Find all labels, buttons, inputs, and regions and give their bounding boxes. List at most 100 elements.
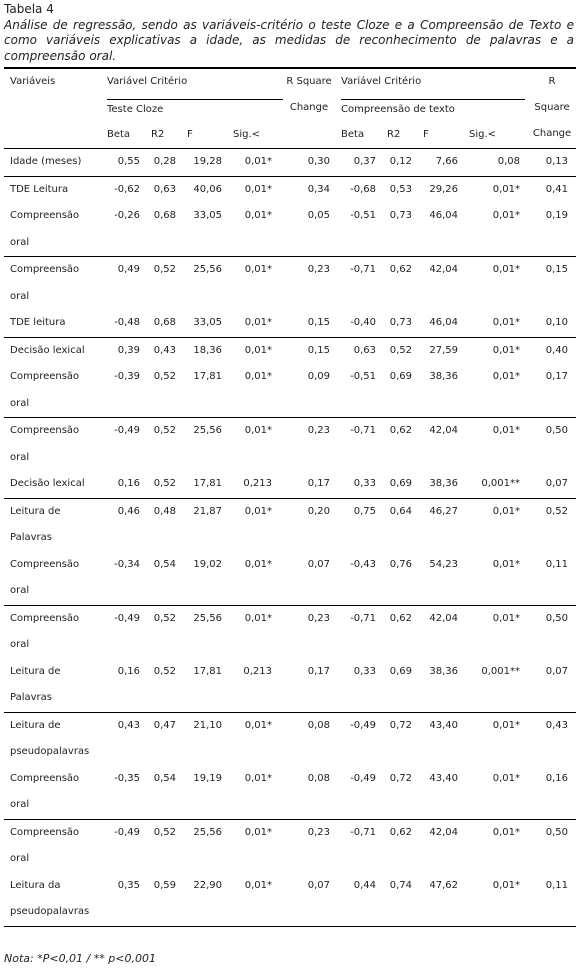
cell: 0,52 bbox=[148, 417, 184, 471]
cell: 0,23 bbox=[280, 256, 339, 310]
cell: 0,01* bbox=[230, 256, 281, 310]
cell: 0,52 bbox=[153, 665, 176, 677]
cell: -0,49 bbox=[338, 711, 385, 766]
cell: TDE Leitura bbox=[4, 175, 104, 203]
cell: 0,01* bbox=[230, 818, 281, 873]
cell: 0,35 bbox=[104, 872, 148, 927]
caption-text: Análise de regressão, sendo as variáveis… bbox=[4, 17, 574, 63]
table-row: Leitura de Palavras 0,46 0,48 21,87 0,01* 0,2… bbox=[4, 497, 577, 552]
table-row: Compreensão oral -0,49 0,52 25,56 0,01* 0,23-… bbox=[4, 604, 577, 659]
criterion-name: Teste Cloze bbox=[107, 98, 284, 120]
cell: Decisão lexical bbox=[4, 336, 104, 364]
caption-label: Tabela 4 bbox=[4, 2, 54, 16]
cell: -0,43 bbox=[350, 558, 377, 570]
cell: 0,37 bbox=[338, 148, 385, 176]
cell: 0,63 bbox=[148, 175, 184, 203]
cell: 0,01* bbox=[466, 336, 529, 364]
cell: 0,01* bbox=[230, 497, 281, 552]
cell: 0,52 bbox=[148, 818, 184, 873]
cell: 0,01* bbox=[230, 175, 281, 203]
cell: 0,01* bbox=[466, 175, 529, 203]
cell: Compreensão oral bbox=[4, 604, 104, 659]
cell: 0,01* bbox=[230, 336, 281, 364]
cell: 0,07 bbox=[545, 478, 569, 489]
cell: 0,05 bbox=[307, 210, 331, 221]
cell: 0,07 bbox=[307, 558, 331, 570]
cell: 0,69 bbox=[389, 478, 413, 489]
cell: Compreensão oral bbox=[10, 772, 80, 811]
cell: 0,12 bbox=[384, 148, 421, 176]
cell: 25,56 bbox=[184, 818, 230, 873]
cell: 0,47 bbox=[148, 711, 184, 766]
table-row: Leitura de Palavras 0,16 0,52 17,81 0,213 0,1… bbox=[4, 659, 576, 713]
cell: 42,04 bbox=[420, 818, 467, 873]
table-row: TDE Leitura -0,62 0,63 40,06 0,01* 0,34 -0,68 0… bbox=[4, 175, 577, 203]
cell: -0,34 bbox=[114, 558, 140, 570]
cell: 43,40 bbox=[429, 772, 459, 784]
cell: 0,17 bbox=[545, 371, 569, 382]
cell: 0,30 bbox=[280, 148, 339, 176]
cell: 0,01* bbox=[230, 604, 281, 659]
cell: -0,71 bbox=[338, 818, 385, 873]
cell: 0,001** bbox=[481, 478, 521, 489]
cell: 0,19 bbox=[545, 210, 569, 221]
cell: 0,23 bbox=[280, 417, 339, 471]
cell: TDE leitura bbox=[10, 317, 66, 328]
cell: 0,48 bbox=[148, 497, 184, 552]
cell: Leitura de Palavras bbox=[4, 497, 104, 552]
cell: 0,01* bbox=[230, 148, 281, 176]
cell: 0,01* bbox=[244, 210, 273, 221]
cell: 0,01* bbox=[230, 872, 281, 927]
cell: 0,23 bbox=[280, 818, 339, 873]
cell: 18,36 bbox=[184, 336, 230, 364]
cell: 0,62 bbox=[384, 256, 421, 310]
cell: 0,23 bbox=[280, 604, 339, 659]
cell: 0,55 bbox=[104, 148, 148, 176]
cell: -0,49 bbox=[104, 818, 148, 873]
header-cell: F bbox=[423, 128, 429, 140]
cell: 0,59 bbox=[148, 872, 184, 927]
cell: 0,33 bbox=[353, 665, 377, 677]
cell: 0,46 bbox=[104, 497, 148, 552]
cell: 21,87 bbox=[184, 497, 230, 552]
cell: 54,23 bbox=[429, 558, 459, 570]
cell: 0,01* bbox=[244, 558, 273, 570]
cell: Decisão lexical bbox=[10, 478, 85, 489]
table-row: Compreensão oral 0,49 0,52 25,56 0,01* 0,23 -0… bbox=[4, 256, 577, 310]
cell: 0,01* bbox=[492, 317, 521, 328]
cell: -0,49 bbox=[350, 772, 377, 784]
cell: Compreensão oral bbox=[10, 210, 80, 248]
header-cell: R Square Change bbox=[286, 76, 332, 113]
header-cell: Teste Cloze bbox=[104, 96, 284, 122]
cell: 43,40 bbox=[420, 711, 467, 766]
table-row: Decisão lexical 0,16 0,52 17,81 0,213 0,17 0,3… bbox=[4, 471, 576, 498]
cell: 0,63 bbox=[338, 336, 385, 364]
cell: 19,19 bbox=[193, 772, 222, 784]
table-row: Compreensão oral -0,26 0,68 33,05 0,01* 0,05 -… bbox=[4, 203, 576, 257]
cell: 0,52 bbox=[153, 478, 176, 489]
cell: 0,53 bbox=[384, 175, 421, 203]
cell: Compreensão oral bbox=[10, 558, 80, 597]
cell: 0,44 bbox=[338, 872, 385, 927]
cell: -0,71 bbox=[338, 604, 385, 659]
header-cell: R2 bbox=[387, 128, 401, 140]
cell: Leitura de pseudopalavras bbox=[4, 711, 104, 766]
cell: 0,08 bbox=[307, 772, 331, 784]
cell: -0,40 bbox=[350, 317, 377, 328]
header-row: Variáveis Variável Critério R Square Chang… bbox=[4, 68, 576, 139]
cell: 0,11 bbox=[545, 558, 569, 570]
cell: 0,10 bbox=[545, 317, 569, 328]
cell: 0,09 bbox=[307, 371, 331, 382]
cell: Idade (meses) bbox=[4, 148, 104, 176]
cell: 0,52 bbox=[148, 256, 184, 310]
cell: -0,39 bbox=[114, 371, 140, 382]
cell: 0,08 bbox=[280, 711, 339, 766]
cell: 0,50 bbox=[528, 417, 577, 471]
table-row: Decisão lexical 0,39 0,43 18,36 0,01* 0,15 0,6… bbox=[4, 336, 577, 364]
cell: 0,52 bbox=[148, 604, 184, 659]
cell: 0,43 bbox=[528, 711, 577, 766]
header-cell: Sig.< bbox=[233, 128, 261, 140]
cell: 0,16 bbox=[117, 665, 140, 677]
cell: 38,36 bbox=[429, 478, 459, 489]
cell: 25,56 bbox=[184, 417, 230, 471]
